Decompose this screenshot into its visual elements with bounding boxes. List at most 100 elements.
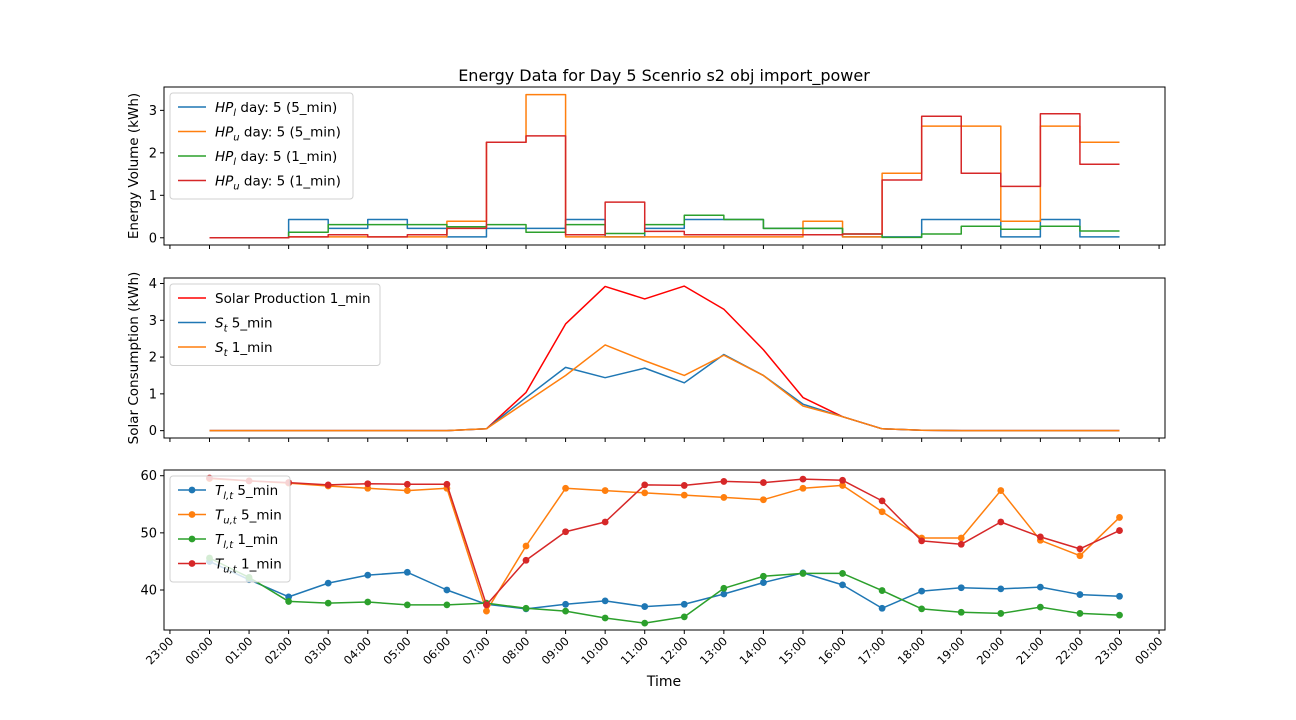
data-point [1036,533,1044,541]
x-tick-label: 09:00 [539,634,572,667]
data-point [839,581,846,589]
data-point [1036,583,1044,591]
data-point [1116,514,1123,521]
y-axis-label: Solar Consumption (kWh) [126,272,142,445]
x-tick-label: 16:00 [816,634,849,667]
data-point [364,480,372,488]
data-point [483,601,490,609]
legend-box [169,92,354,200]
legend-marker [188,535,196,543]
legend-label: Tl,t 5_min [215,483,278,502]
x-tick-label: 00:00 [1132,634,1165,667]
data-point [562,528,569,536]
data-point [839,476,846,484]
chart-title: Energy Data for Day 5 Scenrio s2 obj imp… [458,66,870,86]
data-point [443,480,451,488]
data-point [443,586,451,594]
panel-frame [163,277,1166,439]
series-line-1 [209,560,1120,610]
data-point [641,619,649,627]
legend: Solar Production 1_min St 5_min St 1_min [169,283,381,366]
data-point [324,599,332,607]
x-tick-label: 13:00 [697,634,730,667]
data-point [324,481,332,489]
x-tick-label: 20:00 [974,634,1007,667]
x-tick-label: 21:00 [1013,634,1046,667]
data-point [878,497,886,505]
y-tick-label: 1 [149,387,157,402]
legend-label: HPu day: 5 (5_min) [215,125,341,144]
legend-label: HPl day: 5 (1_min) [215,149,337,168]
panel-3: 23:00 00:00 01:00 02:00 03:00 04:00 05:00 06:00… [140,469,1166,667]
data-point [918,587,926,595]
x-tick-label: 18:00 [895,634,928,667]
legend-label: Tl,t 1_min [215,532,278,551]
data-point [324,579,332,587]
panel-2: 0 1 2 3 4 Solar Consumption (kWh) Solar Produc… [126,272,1166,445]
data-point [522,542,530,550]
y-tick-label: 2 [149,351,157,366]
x-tick-label: 06:00 [420,634,453,667]
data-point [1076,545,1084,553]
data-point [680,613,688,621]
x-tick-label: 02:00 [262,634,295,667]
data-point [403,480,411,488]
data-point [483,607,490,615]
data-point [760,479,767,486]
data-point [957,608,965,616]
series-line-2 [209,477,1121,612]
data-point [878,587,886,594]
x-tick-label: 11:00 [618,634,651,667]
data-point [720,478,728,485]
data-point [1116,592,1123,600]
data-point [403,487,411,494]
y-tick-label: 3 [149,104,157,119]
series-line-3 [209,344,1120,432]
data-point [680,600,688,608]
data-point [1076,610,1084,617]
data-point [403,568,411,576]
legend-label: Tu,t 1_min [215,557,282,576]
data-point [680,482,688,489]
data-point [443,601,451,609]
x-tick-label: 23:00 [143,634,176,667]
data-point [680,491,688,499]
y-tick-label: 60 [140,469,157,484]
data-point [601,487,609,494]
series-line-4 [209,477,1120,606]
data-point [799,475,807,483]
data-point [562,607,569,615]
data-point [997,585,1005,593]
y-tick-label: 2 [149,146,157,161]
data-point [878,604,886,612]
legend: Tl,t 5_min Tu,t 5_min Tl,t 1_min Tu,t 1_min [169,475,291,583]
legend-label: St 1_min [215,340,273,359]
y-tick-label: 40 [140,584,157,599]
data-point [839,482,846,489]
data-point [760,579,767,586]
y-tick-label: 1 [149,189,157,204]
y-tick-label: 4 [149,277,157,292]
data-point [1036,603,1044,611]
legend-marker [188,511,196,518]
data-point [799,570,807,577]
series-line-3 [209,214,1120,239]
data-point [403,601,411,609]
legend-label: St 5_min [215,316,273,335]
legend-label: HPl day: 5 (5_min) [215,100,337,119]
data-point [522,556,530,564]
x-tick-label: 22:00 [1053,634,1086,667]
y-tick-label: 50 [140,526,157,541]
y-tick-label: 3 [149,314,157,329]
legend-label: Tu,t 5_min [215,508,282,527]
data-point [1076,552,1084,560]
x-tick-label: 03:00 [301,634,334,667]
data-point [839,570,846,577]
x-tick-label: 05:00 [380,634,413,667]
x-tick-label: 15:00 [776,634,809,667]
x-tick-label: 07:00 [459,634,492,667]
data-point [562,600,569,608]
x-tick-label: 10:00 [578,634,611,667]
